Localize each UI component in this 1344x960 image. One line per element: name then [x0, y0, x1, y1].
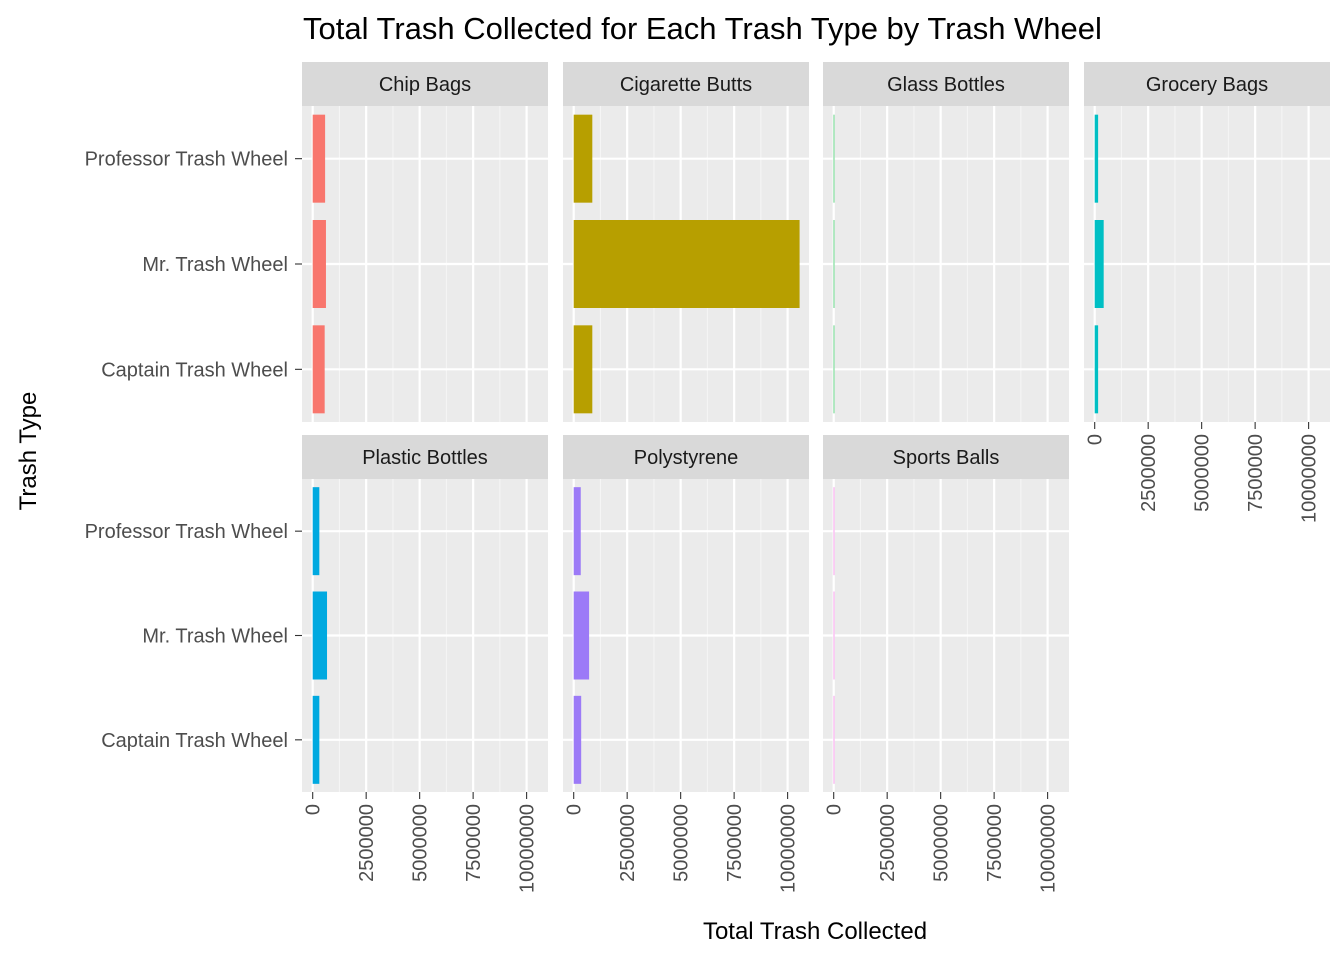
bar-polystyrene-captain-trash-wheel	[573, 695, 582, 784]
bar-plastic-bottles-professor-trash-wheel	[312, 487, 320, 576]
x-axis-title: Total Trash Collected	[703, 918, 927, 945]
x-tick-label: 0	[564, 804, 586, 815]
bar-polystyrene-professor-trash-wheel	[573, 487, 581, 576]
facet-strip-label: Sports Balls	[893, 447, 1000, 469]
x-tick-label: 2500000	[877, 804, 899, 882]
facet-strip	[563, 62, 809, 106]
x-tick-label: 7500000	[1245, 434, 1267, 512]
bar-chip-bags-professor-trash-wheel	[312, 114, 326, 203]
y-tick-label: Mr. Trash Wheel	[142, 626, 288, 648]
bar-sports-balls-professor-trash-wheel	[833, 487, 835, 576]
bar-grocery-bags-captain-trash-wheel	[1094, 325, 1099, 414]
facet-polystyrene: Polystyrene 0 2500000 5000000 7500000 1000000…	[563, 435, 809, 893]
y-tick-label: Professor Trash Wheel	[85, 521, 288, 543]
facet-grocery-bags: Grocery Bags 0 2500000 5000000 7500000 100000…	[1084, 62, 1330, 523]
bar-glass-bottles-mr-trash-wheel	[833, 220, 835, 308]
x-tick-label: 2500000	[617, 804, 639, 882]
bar-chip-bags-captain-trash-wheel	[312, 325, 325, 414]
facet-strip	[302, 62, 548, 106]
bar-cigarette-butts-professor-trash-wheel	[573, 114, 593, 203]
facet-strip	[823, 62, 1069, 106]
facet-strip	[563, 435, 809, 479]
bar-plastic-bottles-captain-trash-wheel	[312, 695, 320, 784]
facet-sports-balls: Sports Balls 0 2500000 5000000 7500000 100000…	[823, 435, 1069, 893]
bar-chip-bags-mr-trash-wheel	[312, 220, 326, 308]
facet-plastic-bottles: Plastic Bottles Captain Trash Wheel Mr. Tr…	[85, 435, 548, 893]
x-tick-label: 0	[1085, 434, 1107, 445]
x-tick-label: 7500000	[724, 804, 746, 882]
x-tick-label: 0	[303, 804, 325, 815]
y-axis-title: Trash Type	[15, 392, 42, 511]
bar-sports-balls-captain-trash-wheel	[833, 695, 835, 784]
x-tick-label: 0	[824, 804, 846, 815]
x-tick-label: 10000000	[1299, 434, 1321, 523]
facet-strip-label: Glass Bottles	[887, 74, 1005, 96]
facet-chip-bags: Chip Bags Captain Trash Wheel Mr. Trash Wh…	[85, 62, 548, 422]
x-tick-label: 2500000	[1138, 434, 1160, 512]
bar-plastic-bottles-mr-trash-wheel	[312, 591, 328, 680]
facet-strip	[823, 435, 1069, 479]
x-tick-label: 7500000	[463, 804, 485, 882]
chart-title: Total Trash Collected for Each Trash Typ…	[303, 11, 1102, 46]
x-tick-label: 10000000	[778, 804, 800, 893]
bar-cigarette-butts-captain-trash-wheel	[573, 325, 593, 414]
bar-cigarette-butts-mr-trash-wheel	[573, 220, 800, 308]
x-tick-label: 5000000	[671, 804, 693, 882]
x-tick-label: 5000000	[410, 804, 432, 882]
bar-polystyrene-mr-trash-wheel	[573, 591, 590, 680]
facet-cigarette-butts: Cigarette Butts	[563, 62, 809, 422]
x-tick-label: 5000000	[1192, 434, 1214, 512]
facet-glass-bottles: Glass Bottles	[823, 62, 1069, 422]
bar-sports-balls-mr-trash-wheel	[833, 591, 835, 680]
facet-strip-label: Cigarette Butts	[620, 74, 752, 96]
facet-strip-label: Polystyrene	[634, 447, 739, 469]
y-tick-label: Professor Trash Wheel	[85, 149, 288, 171]
x-tick-label: 7500000	[984, 804, 1006, 882]
y-tick-label: Captain Trash Wheel	[101, 730, 288, 752]
facet-panels: Chip Bags Captain Trash Wheel Mr. Trash Wh…	[85, 62, 1330, 893]
facet-strip-label: Chip Bags	[379, 74, 471, 96]
x-tick-label: 10000000	[1038, 804, 1060, 893]
x-tick-label: 5000000	[931, 804, 953, 882]
facet-strip	[302, 435, 548, 479]
facet-strip	[1084, 62, 1330, 106]
x-tick-label: 10000000	[517, 804, 539, 893]
facet-strip-label: Grocery Bags	[1146, 74, 1268, 96]
bar-glass-bottles-captain-trash-wheel	[833, 325, 835, 414]
bar-grocery-bags-mr-trash-wheel	[1094, 220, 1104, 308]
facet-strip-label: Plastic Bottles	[362, 447, 488, 469]
bar-grocery-bags-professor-trash-wheel	[1094, 114, 1099, 203]
y-tick-label: Mr. Trash Wheel	[142, 254, 288, 276]
y-tick-label: Captain Trash Wheel	[101, 359, 288, 381]
x-tick-label: 2500000	[356, 804, 378, 882]
bar-glass-bottles-professor-trash-wheel	[833, 114, 835, 203]
